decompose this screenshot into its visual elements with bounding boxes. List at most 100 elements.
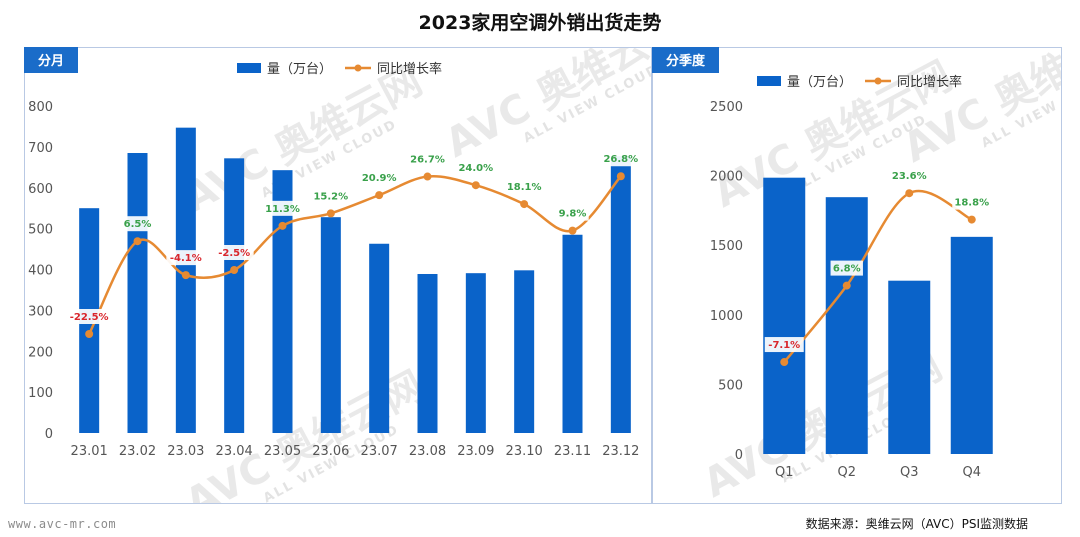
- bar-Q3: [888, 280, 931, 454]
- x-tick-label: 23.12: [602, 444, 639, 459]
- growth-label-bg: [764, 337, 804, 353]
- y-tick-label: 300: [28, 304, 53, 319]
- growth-point: [85, 330, 94, 338]
- growth-point: [471, 181, 480, 190]
- growth-line: [88, 175, 622, 335]
- bar-23.10: [514, 270, 535, 433]
- growth-label-bg: [359, 170, 399, 186]
- growth-label: 6.5%: [124, 219, 152, 230]
- growth-label: -2.5%: [218, 248, 250, 259]
- bar-23.05: [272, 170, 293, 433]
- x-tick-label: Q1: [775, 465, 794, 480]
- chart-title: 2023家用空调外销出货走势: [418, 12, 662, 34]
- growth-label-bg: [504, 179, 544, 195]
- growth-label-bg: [408, 151, 447, 167]
- growth-label: 18.1%: [507, 182, 542, 193]
- x-tick-label: 23.06: [312, 444, 349, 459]
- watermark-url: www.avc-mr.com: [8, 517, 117, 531]
- watermark-logo: AVC 奥维云网: [438, 48, 651, 167]
- y-tick-label: 500: [28, 223, 53, 238]
- growth-point: [842, 281, 851, 290]
- y-tick-label: 100: [28, 386, 53, 401]
- x-tick-label: 23.09: [457, 444, 494, 459]
- growth-label-bg: [952, 194, 992, 210]
- growth-label-bg: [601, 151, 641, 167]
- y-tick-label: 400: [28, 264, 53, 279]
- y-tick-label: 1000: [710, 309, 743, 324]
- legend-bar-label: 量（万台）: [267, 62, 332, 77]
- growth-point: [616, 172, 625, 181]
- y-tick-label: 800: [28, 100, 53, 115]
- x-tick-label: 23.03: [167, 444, 204, 459]
- growth-point: [967, 215, 976, 224]
- monthly-chart-panel: 分月 AVC 奥维云网 ALL VIEW CLOUD AVC 奥维云网 ALL VIE…: [24, 47, 652, 504]
- bar-23.06: [320, 217, 341, 433]
- x-tick-label: 23.05: [264, 444, 301, 459]
- legend-bar-swatch: [757, 76, 781, 86]
- growth-label: 20.9%: [362, 173, 397, 184]
- growth-point: [568, 226, 577, 235]
- growth-label: 18.8%: [954, 198, 989, 209]
- y-tick-label: 0: [45, 427, 53, 442]
- x-tick-label: Q3: [900, 465, 919, 480]
- y-tick-label: 700: [28, 141, 53, 156]
- y-tick-label: 1500: [710, 239, 743, 254]
- bar-Q2: [825, 197, 868, 454]
- growth-label: -7.1%: [768, 340, 800, 351]
- y-tick-label: 200: [28, 345, 53, 360]
- growth-point: [230, 266, 239, 274]
- y-tick-label: 500: [718, 378, 743, 393]
- growth-label-bg: [166, 250, 206, 266]
- quarterly-tag: 分季度: [652, 47, 720, 73]
- growth-label-bg: [456, 160, 496, 176]
- bar-23.03: [175, 127, 196, 433]
- growth-label-bg: [830, 260, 863, 276]
- growth-label-bg: [311, 188, 351, 204]
- x-tick-label: 23.07: [361, 444, 398, 459]
- bar-Q4: [950, 236, 993, 454]
- growth-point: [520, 200, 529, 209]
- y-tick-label: 600: [28, 182, 53, 197]
- x-tick-label: 23.02: [119, 444, 156, 459]
- legend-line-label: 同比增长率: [897, 74, 962, 90]
- growth-label-bg: [66, 309, 112, 324]
- y-tick-label: 2000: [710, 170, 743, 185]
- bar-23.08: [417, 273, 438, 433]
- bar-Q1: [763, 177, 806, 455]
- monthly-tag: 分月: [24, 47, 79, 73]
- legend-bar-swatch: [237, 63, 261, 73]
- growth-label: 6.8%: [833, 264, 861, 275]
- growth-label: 15.2%: [313, 191, 348, 202]
- growth-line: [783, 189, 973, 363]
- growth-label-bg: [121, 216, 154, 232]
- legend-line-label: 同比增长率: [377, 61, 442, 77]
- growth-label-bg: [889, 168, 929, 184]
- x-tick-label: Q2: [837, 465, 856, 480]
- growth-label: -4.1%: [170, 253, 202, 264]
- x-tick-label: 23.01: [71, 444, 108, 459]
- growth-label: 26.7%: [410, 155, 445, 166]
- growth-label: 26.8%: [603, 154, 638, 165]
- bar-23.07: [369, 243, 390, 433]
- growth-label: -22.5%: [70, 312, 109, 323]
- watermark-logo: AVC 奥维云网: [176, 58, 429, 222]
- legend-line-dot: [354, 64, 362, 72]
- legend-line-dot: [874, 77, 882, 85]
- x-tick-label: 23.10: [506, 444, 543, 459]
- growth-point: [905, 189, 914, 198]
- growth-point: [278, 221, 287, 230]
- growth-label: 9.8%: [559, 209, 587, 220]
- legend-bar-label: 量（万台）: [787, 75, 852, 90]
- growth-point: [780, 358, 789, 367]
- x-tick-label: Q4: [962, 465, 981, 480]
- growth-label: 23.6%: [892, 171, 927, 182]
- growth-label: 24.0%: [458, 163, 493, 174]
- bar-23.02: [127, 153, 148, 433]
- x-tick-label: 23.04: [216, 444, 253, 459]
- growth-label-bg: [263, 200, 302, 216]
- growth-point: [181, 271, 190, 280]
